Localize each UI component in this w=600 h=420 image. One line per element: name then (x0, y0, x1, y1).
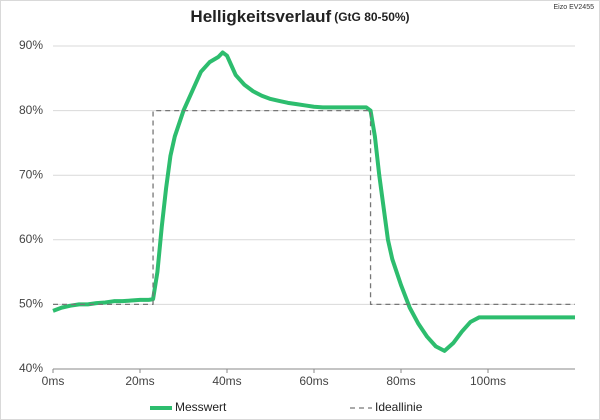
annotation: Eizo EV2455 (554, 4, 595, 11)
legend-label: Ideallinie (375, 400, 423, 414)
y-tick-label: 50% (19, 297, 43, 311)
x-tick-label: 40ms (212, 374, 241, 388)
x-tick-label: 60ms (299, 374, 328, 388)
series-line (52, 50, 575, 353)
x-tick-label: 0ms (42, 374, 65, 388)
legend-label: Messwert (175, 400, 227, 414)
title: Helligkeitsverlauf (190, 7, 331, 26)
subtitle: (GtG 80-50%) (334, 10, 409, 24)
y-tick-label: 90% (19, 38, 43, 52)
y-tick-label: 80% (19, 103, 43, 117)
y-tick-label: 60% (19, 232, 43, 246)
series-line (53, 109, 575, 306)
chart-title: Helligkeitsverlauf (GtG 80-50%) (190, 7, 409, 26)
y-tick-label: 40% (19, 361, 43, 375)
y-tick-label: 70% (19, 167, 43, 181)
x-tick-label: 20ms (125, 374, 154, 388)
x-tick-label: 100ms (470, 374, 506, 388)
x-tick-label: 80ms (386, 374, 415, 388)
